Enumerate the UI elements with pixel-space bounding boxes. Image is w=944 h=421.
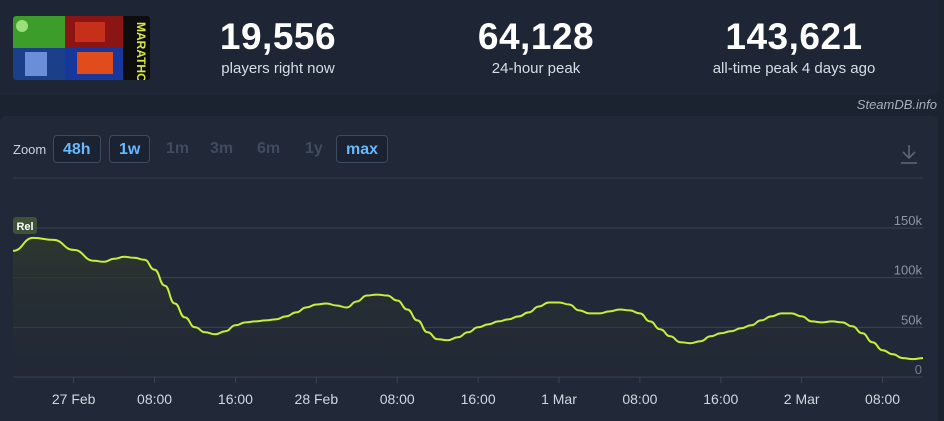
y-tick-label: 100k — [894, 263, 923, 278]
x-tick-label: 08:00 — [622, 391, 657, 407]
all-time-peak-label: all-time peak 4 days ago — [712, 60, 876, 77]
steamdb-watermark[interactable]: SteamDB.info — [856, 97, 937, 112]
players-now-value: 19,556 — [219, 16, 337, 57]
all-time-peak-stat: 143,621 all-time peak 4 days ago — [674, 16, 914, 77]
x-grid: 27 Feb 08:00 16:00 28 Feb 08:00 16:00 1 Mar 08:… — [52, 377, 900, 407]
players-now-stat: 19,556 players right now — [158, 16, 398, 77]
y-tick-label: 50k — [901, 312, 922, 327]
x-tick-label: 08:00 — [137, 391, 172, 407]
zoom-max-button[interactable]: max — [336, 135, 389, 163]
zoom-label: Zoom — [13, 142, 47, 157]
peak-24h-value: 64,128 — [477, 16, 595, 57]
rel-annotation: Rel — [13, 217, 37, 234]
zoom-1m-button[interactable]: 1m — [166, 140, 190, 157]
players-now-label: players right now — [221, 60, 335, 77]
zoom-48h-button[interactable]: 48h — [53, 135, 101, 163]
zoom-6m-button[interactable]: 6m — [257, 140, 281, 157]
x-tick-label: 16:00 — [703, 391, 738, 407]
x-tick-label: 16:00 — [218, 391, 253, 407]
x-tick-label: 27 Feb — [52, 391, 96, 407]
x-tick-label: 2 Mar — [784, 391, 820, 407]
x-tick-label: 1 Mar — [541, 391, 577, 407]
player-count-line — [12, 236, 924, 361]
x-tick-label: 16:00 — [461, 391, 496, 407]
peak-24h-stat: 64,128 24-hour peak — [416, 16, 656, 77]
all-time-peak-value: 143,621 — [725, 16, 863, 57]
rel-badge — [13, 217, 37, 234]
zoom-1y-button[interactable]: 1y — [305, 140, 323, 157]
x-tick-label: 08:00 — [380, 391, 415, 407]
player-count-area — [13, 237, 923, 377]
rel-label: Rel — [16, 221, 33, 233]
stats-bar: MARATHON 19,556 players right now 64,128… — [0, 0, 938, 95]
zoom-1w-button[interactable]: 1w — [109, 135, 151, 163]
y-tick-label: 150k — [894, 213, 923, 228]
x-tick-label: 08:00 — [865, 391, 900, 407]
zoom-3m-button[interactable]: 3m — [210, 140, 234, 157]
x-tick-label: 28 Feb — [295, 391, 339, 407]
thumbnail-title: MARATHON — [134, 22, 148, 80]
game-thumbnail[interactable]: MARATHON — [13, 16, 150, 80]
peak-24h-label: 24-hour peak — [491, 60, 581, 77]
download-icon[interactable] — [899, 143, 919, 165]
